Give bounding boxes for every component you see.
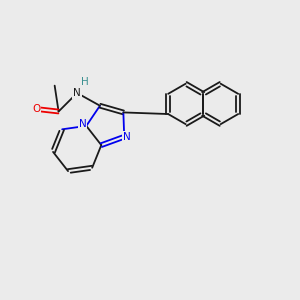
Text: N: N [123,132,131,142]
Text: N: N [79,118,87,128]
Text: N: N [73,88,81,98]
Text: H: H [81,77,89,87]
Text: O: O [32,104,40,114]
